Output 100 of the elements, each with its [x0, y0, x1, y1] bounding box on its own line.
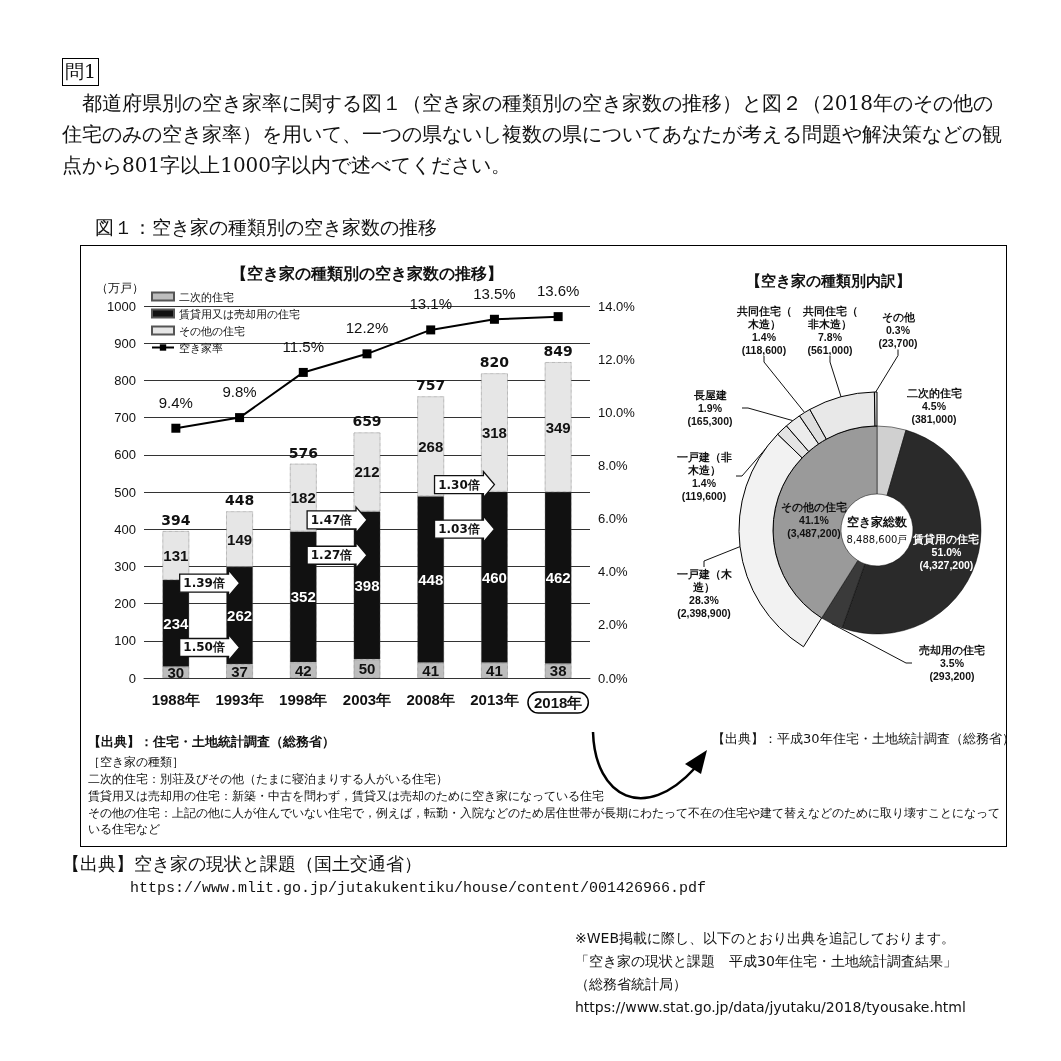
text: 空き家総数 — [847, 515, 908, 529]
data-label: 448 — [418, 570, 444, 588]
data-label: 30 — [167, 663, 185, 681]
data-label: 42 — [294, 661, 312, 679]
slice-label: 売却用の住宅 — [919, 644, 985, 656]
text: 【出典】空き家の現状と課題（国土交通省） — [62, 852, 422, 876]
data-label: 352 — [290, 588, 316, 606]
text: ［空き家の種類］ — [88, 754, 184, 771]
data-label: 462 — [545, 569, 571, 587]
legend-label: 賃貸用又は売却用の住宅 — [179, 307, 300, 320]
data-label: 28.3% (2,398,900) — [677, 593, 731, 619]
data-label: 7.8% (561,000) — [807, 330, 853, 356]
y-tick-label: 1000 — [107, 298, 136, 314]
data-label: 212 — [354, 463, 380, 481]
x-tick-label: 1993年 — [215, 691, 264, 708]
data-label: 41 — [486, 661, 503, 679]
data-label: 41 — [422, 661, 440, 679]
data-label: 13.6% — [536, 282, 580, 300]
data-label: 460 — [481, 568, 507, 586]
data-label: 13.5% — [473, 284, 516, 302]
data-label: 268 — [418, 437, 444, 455]
y-tick-label: 100 — [114, 633, 136, 649]
chart-title: 【空き家の種類別内訳】 — [745, 272, 911, 289]
total-label: 849 — [543, 343, 573, 360]
data-label: 234 — [163, 614, 190, 632]
x-tick-label: 2018年 — [533, 694, 583, 711]
total-label: 448 — [224, 492, 255, 509]
text: その他の住宅：上記の他に人が住んでいない住宅で，例えば，転勤・入院などのため居住世帯が長期にわたって不在の住宅や建て替えなどのために取り壊すことになっている住宅など — [88, 805, 1000, 837]
text: 二次的住宅：別荘及びその他（たまに寝泊まりする人がいる住宅） — [88, 771, 448, 788]
annotation: 1.27倍 — [310, 548, 353, 563]
text: 都道府県別の空き家率に関する図１（空き家の種類別の空き家数の推移）と図２（2018年のその他の住宅のみの空き家率）を用いて、一つの県ないし複数の県についてあなたが考える問題や解決策などの観点から801字以上1000字以内で述べてください。 — [62, 90, 1003, 179]
data-label: 4.5% (381,000) — [911, 400, 957, 425]
slice-label: その他 — [881, 311, 916, 324]
text: 賃貸用又は売却用の住宅：新築・中古を問わず，賃貸又は売却のために空き家になっている住宅 — [88, 788, 604, 805]
data-label: 37 — [231, 662, 248, 680]
y-tick-label: 0 — [128, 670, 136, 686]
text: https://www.stat.go.jp/data/jyutaku/2018/tyousake.html — [575, 999, 966, 1015]
data-label: 131 — [163, 546, 189, 564]
text: 【出典】：住宅・土地統計調査（総務省） — [88, 733, 335, 751]
total-label: 757 — [416, 377, 446, 394]
slice-label: 賃貸用の住宅 — [912, 533, 980, 547]
data-label: 149 — [227, 530, 253, 548]
y2-tick-label: 2.0% — [598, 617, 629, 633]
annotation: 1.47倍 — [310, 512, 353, 527]
text: 「空き家の現状と課題 平成30年住宅・土地統計調査結果」 — [575, 953, 957, 971]
text: 問1 — [62, 58, 100, 86]
y-tick-label: 200 — [114, 596, 136, 612]
y-tick-label: 500 — [114, 484, 136, 500]
annotation: 1.39倍 — [183, 576, 225, 591]
text: https://www.mlit.go.jp/jutakukentiku/house/content/001426966.pdf — [130, 880, 707, 897]
slice-label: 長屋建 — [692, 389, 727, 401]
x-tick-label: 1998年 — [279, 691, 328, 708]
total-label: 820 — [479, 354, 510, 371]
y2-tick-label: 12.0% — [598, 351, 636, 367]
slice-label: 二次的住宅 — [906, 387, 962, 399]
data-label: 398 — [354, 576, 380, 594]
y-tick-label: 800 — [114, 372, 136, 388]
x-tick-label: 2008年 — [406, 691, 455, 708]
annotation: 1.50倍 — [183, 640, 225, 655]
data-label: 262 — [227, 607, 253, 624]
y2-tick-label: 6.0% — [598, 511, 629, 527]
legend-label: その他の住宅 — [179, 324, 245, 337]
legend-label: 空き家率 — [179, 341, 223, 354]
y-tick-label: 300 — [114, 558, 136, 574]
x-tick-label: 2013年 — [470, 691, 519, 708]
legend-label: 二次的住宅 — [179, 290, 234, 303]
y2-tick-label: 8.0% — [598, 457, 629, 473]
caption: 図１：空き家の種類別の空き家数の推移 — [95, 215, 437, 240]
data-label: 51.0% (4,327,200) — [919, 546, 974, 572]
data-label: 38 — [549, 662, 567, 680]
x-tick-label: 1988年 — [151, 691, 201, 708]
data-label: 12.2% — [345, 319, 389, 337]
data-label: 3.5% (293,200) — [929, 657, 975, 682]
x-tick-label: 2003年 — [342, 691, 392, 708]
total-label: 394 — [161, 512, 191, 529]
y-tick-label: 400 — [114, 521, 136, 537]
data-label: 0.3% (23,700) — [878, 324, 918, 349]
data-label: 41.1% (3,487,200) — [787, 514, 841, 539]
slice-label: 一戸建（非木造） — [676, 450, 732, 477]
data-label: 1.9% (165,300) — [687, 402, 733, 427]
y-tick-label: 600 — [114, 447, 136, 463]
slice-label: その他の住宅 — [781, 501, 847, 514]
chart-title: 【空き家の種類別の空き家数の推移】 — [231, 263, 503, 283]
total-label: 659 — [352, 413, 382, 430]
data-label: 182 — [290, 489, 316, 507]
annotation: 1.30倍 — [438, 477, 480, 492]
text: （総務省統計局） — [575, 976, 687, 994]
text: 8,488,600戸 — [846, 533, 908, 545]
slice-label: 共同住宅（木造） — [735, 304, 792, 331]
y-tick-label: 700 — [114, 410, 136, 426]
y2-tick-label: 10.0% — [598, 404, 636, 420]
data-label: 349 — [545, 418, 571, 436]
text: ※WEB掲載に際し、以下のとおり出典を追記しております。 — [575, 930, 956, 948]
y2-tick-label: 14.0% — [598, 298, 636, 314]
data-label: 50 — [358, 660, 376, 678]
data-label: 1.4% (118,600) — [741, 330, 787, 356]
slice-label: 共同住宅（非木造） — [801, 304, 858, 331]
data-label: 9.8% — [222, 383, 257, 401]
data-label: 1.4% (119,600) — [681, 476, 727, 502]
annotation: 1.03倍 — [438, 522, 480, 537]
